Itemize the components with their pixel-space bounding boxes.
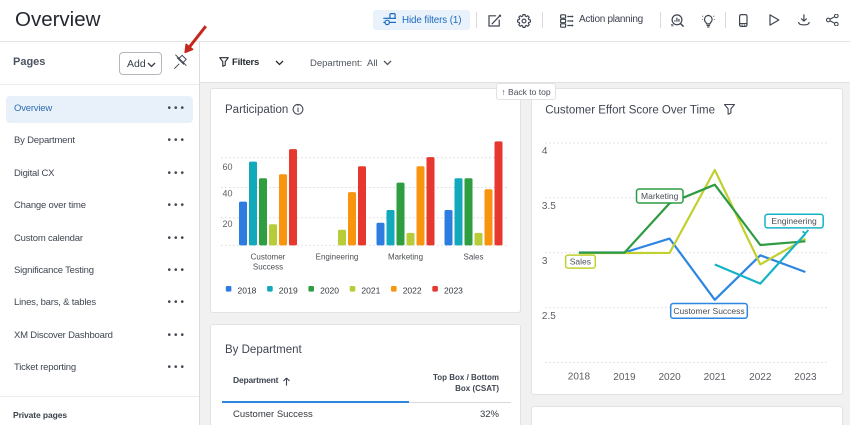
- svg-text:2019: 2019: [613, 372, 636, 383]
- svg-text:Customer Success: Customer Success: [673, 306, 744, 316]
- svg-text:Sales: Sales: [570, 257, 591, 267]
- svg-text:2018: 2018: [568, 372, 591, 383]
- svg-text:2021: 2021: [361, 286, 380, 296]
- svg-text:2020: 2020: [320, 286, 339, 296]
- svg-text:2022: 2022: [749, 372, 772, 383]
- svg-text:2022: 2022: [403, 286, 422, 296]
- svg-text:Customer Effort Score Over Tim: Customer Effort Score Over Time: [545, 104, 715, 116]
- svg-text:40: 40: [222, 189, 232, 199]
- svg-text:Engineering: Engineering: [771, 216, 817, 226]
- svg-text:4: 4: [542, 146, 548, 157]
- svg-text:Success: Success: [253, 262, 283, 271]
- svg-text:60: 60: [222, 162, 232, 172]
- svg-text:2021: 2021: [704, 372, 727, 383]
- svg-text:Participation: Participation: [225, 104, 288, 116]
- svg-text:Marketing: Marketing: [388, 253, 423, 262]
- svg-text:2020: 2020: [658, 372, 681, 383]
- svg-text:20: 20: [222, 219, 232, 229]
- svg-text:Marketing: Marketing: [641, 191, 679, 201]
- svg-text:Engineering: Engineering: [316, 253, 359, 262]
- svg-text:2018: 2018: [238, 286, 257, 296]
- svg-text:3: 3: [542, 256, 548, 267]
- svg-text:2.5: 2.5: [542, 311, 556, 322]
- svg-text:Sales: Sales: [463, 253, 483, 262]
- svg-text:Customer: Customer: [251, 253, 286, 262]
- svg-text:2019: 2019: [279, 286, 298, 296]
- svg-text:3.5: 3.5: [542, 201, 556, 212]
- svg-text:2023: 2023: [794, 372, 817, 383]
- svg-text:2023: 2023: [444, 286, 463, 296]
